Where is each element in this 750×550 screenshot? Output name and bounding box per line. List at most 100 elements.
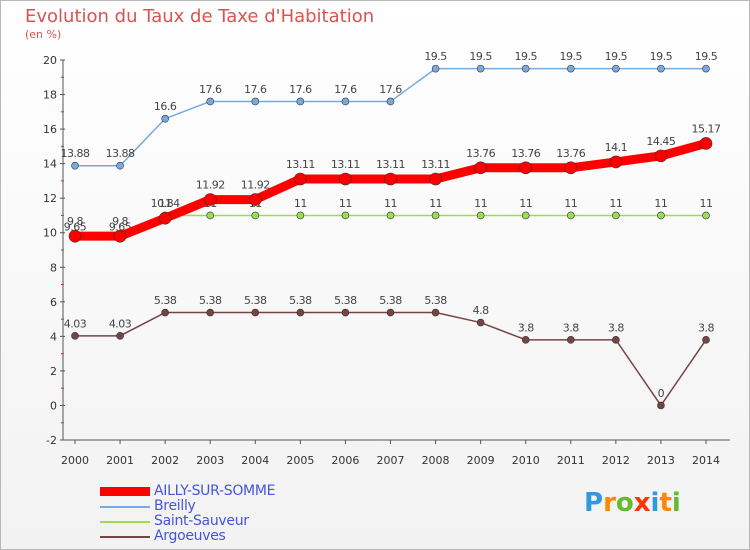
logo-letter: i bbox=[671, 488, 681, 518]
data-label: 11 bbox=[609, 197, 622, 210]
data-point bbox=[206, 308, 215, 317]
data-point bbox=[566, 211, 575, 220]
x-tick-label: 2014 bbox=[692, 454, 720, 467]
data-label: 11 bbox=[654, 197, 667, 210]
x-tick-label: 2009 bbox=[467, 454, 495, 467]
data-point bbox=[158, 211, 172, 225]
data-point bbox=[116, 161, 124, 170]
data-point bbox=[521, 64, 530, 73]
data-point bbox=[296, 97, 305, 106]
data-point bbox=[71, 332, 79, 340]
data-point bbox=[296, 308, 305, 317]
data-label: 9.8 bbox=[67, 215, 83, 228]
data-point bbox=[702, 211, 710, 220]
legend-label: Argoeuves bbox=[154, 528, 226, 544]
data-label: 14.1 bbox=[605, 141, 628, 154]
data-label: 17.6 bbox=[244, 83, 267, 96]
x-tick-label: 2001 bbox=[106, 454, 134, 467]
data-point bbox=[654, 149, 668, 163]
data-point bbox=[657, 64, 665, 73]
data-point bbox=[206, 211, 215, 220]
x-tick-label: 2002 bbox=[151, 454, 179, 467]
data-point bbox=[657, 211, 665, 220]
data-label: 17.6 bbox=[334, 83, 357, 96]
logo-letter: x bbox=[633, 488, 651, 518]
proxiti-logo[interactable]: Proxiti bbox=[584, 488, 681, 518]
data-point bbox=[476, 211, 485, 220]
data-label: 5.38 bbox=[244, 294, 267, 307]
data-label: 11 bbox=[429, 197, 442, 210]
data-point bbox=[612, 336, 620, 344]
y-tick-label: 2 bbox=[50, 365, 57, 378]
data-label: 11 bbox=[519, 197, 532, 210]
data-label: 3.8 bbox=[608, 321, 624, 334]
data-label: 13.11 bbox=[376, 158, 405, 171]
data-point bbox=[251, 308, 260, 317]
legend-label: Breilly bbox=[154, 498, 196, 514]
y-tick-label: 0 bbox=[50, 399, 57, 412]
data-point bbox=[431, 211, 440, 220]
legend-swatch bbox=[100, 506, 150, 508]
data-point bbox=[384, 172, 397, 186]
legend-swatch bbox=[100, 521, 150, 523]
y-tick-label: 6 bbox=[50, 296, 57, 309]
x-tick-label: 2011 bbox=[557, 454, 585, 467]
data-label: 5.38 bbox=[334, 294, 357, 307]
data-point bbox=[519, 161, 533, 175]
data-point bbox=[113, 229, 127, 243]
legend-swatch bbox=[100, 487, 150, 496]
data-point bbox=[341, 211, 350, 220]
data-label: 11 bbox=[700, 197, 713, 210]
data-label: 11 bbox=[339, 197, 352, 210]
data-label: 13.88 bbox=[106, 147, 135, 160]
x-tick-label: 2013 bbox=[647, 454, 675, 467]
data-point bbox=[431, 308, 440, 317]
data-point bbox=[612, 211, 620, 220]
data-point bbox=[521, 336, 530, 344]
data-label: 11 bbox=[159, 197, 172, 210]
data-point bbox=[429, 172, 442, 186]
y-tick-label: 8 bbox=[50, 261, 57, 274]
y-tick-label: -2 bbox=[46, 434, 57, 447]
data-label: 9.65 bbox=[64, 220, 87, 233]
data-label: 5.38 bbox=[154, 294, 177, 307]
data-point bbox=[341, 97, 350, 106]
data-point bbox=[566, 336, 575, 344]
data-point bbox=[206, 97, 215, 106]
data-point bbox=[474, 161, 487, 175]
logo-letter: o bbox=[615, 488, 634, 518]
data-label: 3.8 bbox=[563, 321, 579, 334]
data-label: 16.6 bbox=[154, 100, 177, 113]
data-point bbox=[294, 172, 307, 186]
data-point bbox=[71, 161, 79, 170]
data-label: 11.92 bbox=[241, 179, 270, 192]
data-point bbox=[564, 161, 578, 175]
logo-letter: t bbox=[659, 488, 672, 518]
data-point bbox=[339, 172, 352, 186]
data-point bbox=[566, 64, 575, 73]
data-point bbox=[116, 332, 124, 340]
chart-title: Evolution du Taux de Taxe d'Habitation bbox=[25, 6, 375, 27]
data-label: 11 bbox=[294, 197, 307, 210]
data-point bbox=[251, 211, 260, 220]
legend-label: Saint-Sauveur bbox=[154, 513, 249, 529]
data-label: 11 bbox=[384, 197, 397, 210]
data-label: 13.76 bbox=[511, 147, 540, 160]
data-label: 17.6 bbox=[379, 83, 402, 96]
data-point bbox=[68, 229, 82, 243]
x-tick-label: 2010 bbox=[512, 454, 540, 467]
data-label: 5.38 bbox=[424, 294, 447, 307]
data-point bbox=[521, 211, 530, 220]
y-tick-label: 16 bbox=[43, 123, 57, 136]
y-tick-label: 4 bbox=[50, 330, 57, 343]
data-point bbox=[161, 308, 169, 317]
data-point bbox=[699, 137, 713, 150]
data-point bbox=[251, 97, 260, 106]
data-label: 0 bbox=[658, 387, 665, 400]
data-point bbox=[702, 336, 710, 344]
data-label: 17.6 bbox=[199, 83, 222, 96]
data-label: 13.11 bbox=[331, 158, 360, 171]
legend-label: AILLY-SUR-SOMME bbox=[154, 483, 276, 499]
